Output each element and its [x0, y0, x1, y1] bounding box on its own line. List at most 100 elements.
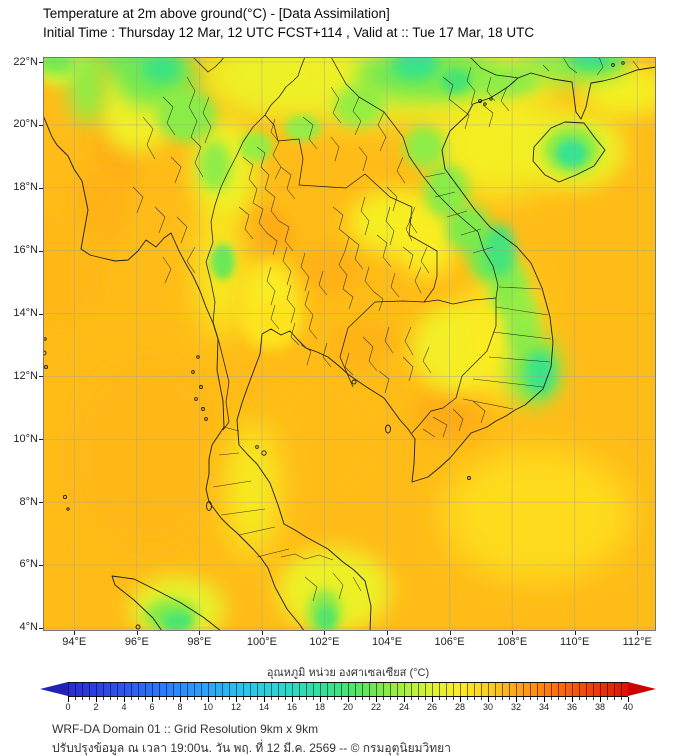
- temperature-blob: [142, 57, 182, 84]
- temperature-blob: [284, 114, 321, 142]
- lat-tick-mark: [39, 564, 43, 566]
- province-borders: [132, 57, 640, 602]
- colorbar-tick-label: 40: [622, 702, 633, 712]
- coastlines: [43, 66, 656, 631]
- lon-tick-label: 94°E: [62, 636, 87, 648]
- temperature-blob: [198, 140, 232, 192]
- lat-tick-label: 18°N: [13, 181, 38, 194]
- lat-tick-mark: [39, 376, 43, 378]
- temperature-blob: [556, 139, 587, 167]
- lon-tick-label: 100°E: [246, 636, 277, 648]
- temperature-blob: [43, 57, 77, 74]
- lat-tick-mark: [39, 502, 43, 504]
- temperature-blob: [75, 167, 130, 246]
- lat-tick-mark: [39, 62, 43, 64]
- temperature-blob: [403, 126, 446, 168]
- map-area: 22°N 20°N 18°N 16°N 14°N 12°N 10°N 8°N 6°N 4°N 94…: [13, 56, 656, 648]
- colorbar-tick-label: 36: [566, 702, 577, 712]
- colorbar-tick-label: 18: [314, 702, 325, 712]
- colorbar-tick-label: 12: [230, 702, 241, 712]
- lon-tick-label: 112°E: [622, 636, 652, 648]
- temperature-blob: [227, 423, 278, 556]
- temperature-blob: [69, 57, 105, 123]
- map-canvas: [43, 57, 656, 631]
- colorbar-label: อุณหภูมิ หน่วย องศาเซลเซียส (°C): [266, 667, 430, 679]
- lon-tick-mark: [637, 631, 639, 635]
- lon-tick-mark: [512, 631, 514, 635]
- grid-lines: [43, 57, 656, 631]
- lat-tick-label: 16°N: [13, 244, 38, 257]
- lat-tick-label: 8°N: [19, 495, 38, 508]
- lat-tick-label: 14°N: [13, 307, 38, 319]
- lat-tick-mark: [39, 124, 43, 126]
- page-subtitle: Initial Time : Thursday 12 Mar, 12 UTC F…: [43, 25, 535, 40]
- lon-tick-label: 102°E: [309, 636, 340, 648]
- lat-tick-label: 12°N: [13, 369, 38, 382]
- temperature-blob: [424, 164, 469, 218]
- lon-tick-mark: [574, 631, 576, 635]
- colorbar-tick-label: 2: [93, 702, 99, 712]
- colorbar: [40, 682, 656, 702]
- lat-tick-label: 10°N: [13, 432, 38, 445]
- lon-tick-label: 98°E: [187, 636, 212, 648]
- lat-tick-mark: [39, 250, 43, 252]
- lon-tick-label: 96°E: [124, 636, 149, 648]
- colorbar-tick-label: 0: [65, 702, 71, 712]
- temperature-blob: [574, 57, 607, 68]
- map-frame: [43, 57, 656, 631]
- colorbar-tick-label: 4: [121, 702, 127, 712]
- colorbar-cell-dividers: [68, 682, 628, 697]
- lat-tick-label: 6°N: [19, 558, 38, 571]
- colorbar-tick-label: 32: [510, 702, 521, 712]
- temperature-blob: [210, 243, 235, 280]
- colorbar-tick-label: 24: [398, 702, 409, 712]
- lon-tick-label: 106°E: [434, 636, 465, 648]
- temperature-blob: [239, 132, 272, 162]
- colorbar-tick-label: 10: [202, 702, 213, 712]
- temperature-blob: [43, 218, 107, 327]
- lon-tick-label: 104°E: [371, 636, 403, 648]
- colorbar-tick-label: 26: [426, 702, 437, 712]
- footer-update-info: ปรับปรุงข้อมูล ณ เวลา 19:00น. วัน พฤ. ที…: [52, 741, 451, 755]
- colorbar-tick-label: 28: [454, 702, 465, 712]
- temperature-blob: [525, 350, 556, 396]
- lon-tick-label: 108°E: [497, 636, 528, 648]
- country-borders: [192, 57, 519, 434]
- temperature-blob: [157, 88, 217, 143]
- temperature-blob: [205, 57, 337, 108]
- temperature-blob: [162, 612, 193, 631]
- lon-tick-mark: [387, 631, 389, 635]
- lat-tick-label: 20°N: [13, 118, 38, 131]
- temperature-blob: [333, 85, 385, 127]
- footer-domain-info: WRF-DA Domain 01 :: Grid Resolution 9km …: [52, 722, 319, 736]
- colorbar-tick-label: 34: [538, 702, 549, 712]
- temperature-blob: [277, 548, 391, 631]
- colorbar-left-arrow: [40, 682, 68, 696]
- temperature-blob: [68, 359, 224, 551]
- colorbar-tick-label: 30: [482, 702, 493, 712]
- temperature-blob: [317, 606, 335, 631]
- lat-tick-label: 22°N: [13, 55, 38, 68]
- islands: [43, 61, 625, 630]
- lat-tick-mark: [39, 187, 43, 189]
- temperature-blob: [398, 205, 458, 277]
- temperature-field: [43, 57, 656, 631]
- colorbar-tick-label: 6: [149, 702, 155, 712]
- lon-tick-mark: [199, 631, 201, 635]
- lat-tick-mark: [39, 439, 43, 441]
- lon-tick-mark: [324, 631, 326, 635]
- colorbar-tick-label: 8: [177, 702, 183, 712]
- temperature-blob: [332, 321, 398, 369]
- lon-tick-mark: [136, 631, 138, 635]
- colorbar-tick-label: 22: [370, 702, 381, 712]
- colorbar-tick-marks: [68, 697, 629, 702]
- lon-tick-mark: [261, 631, 263, 635]
- temperature-blob: [440, 69, 471, 93]
- temperature-blob: [428, 90, 565, 198]
- page-title: Temperature at 2m above ground(°C) - [Da…: [43, 6, 390, 21]
- lat-tick-mark: [39, 627, 43, 629]
- lon-tick-mark: [449, 631, 451, 635]
- colorbar-tick-label: 20: [342, 702, 353, 712]
- lat-tick-mark: [39, 313, 43, 315]
